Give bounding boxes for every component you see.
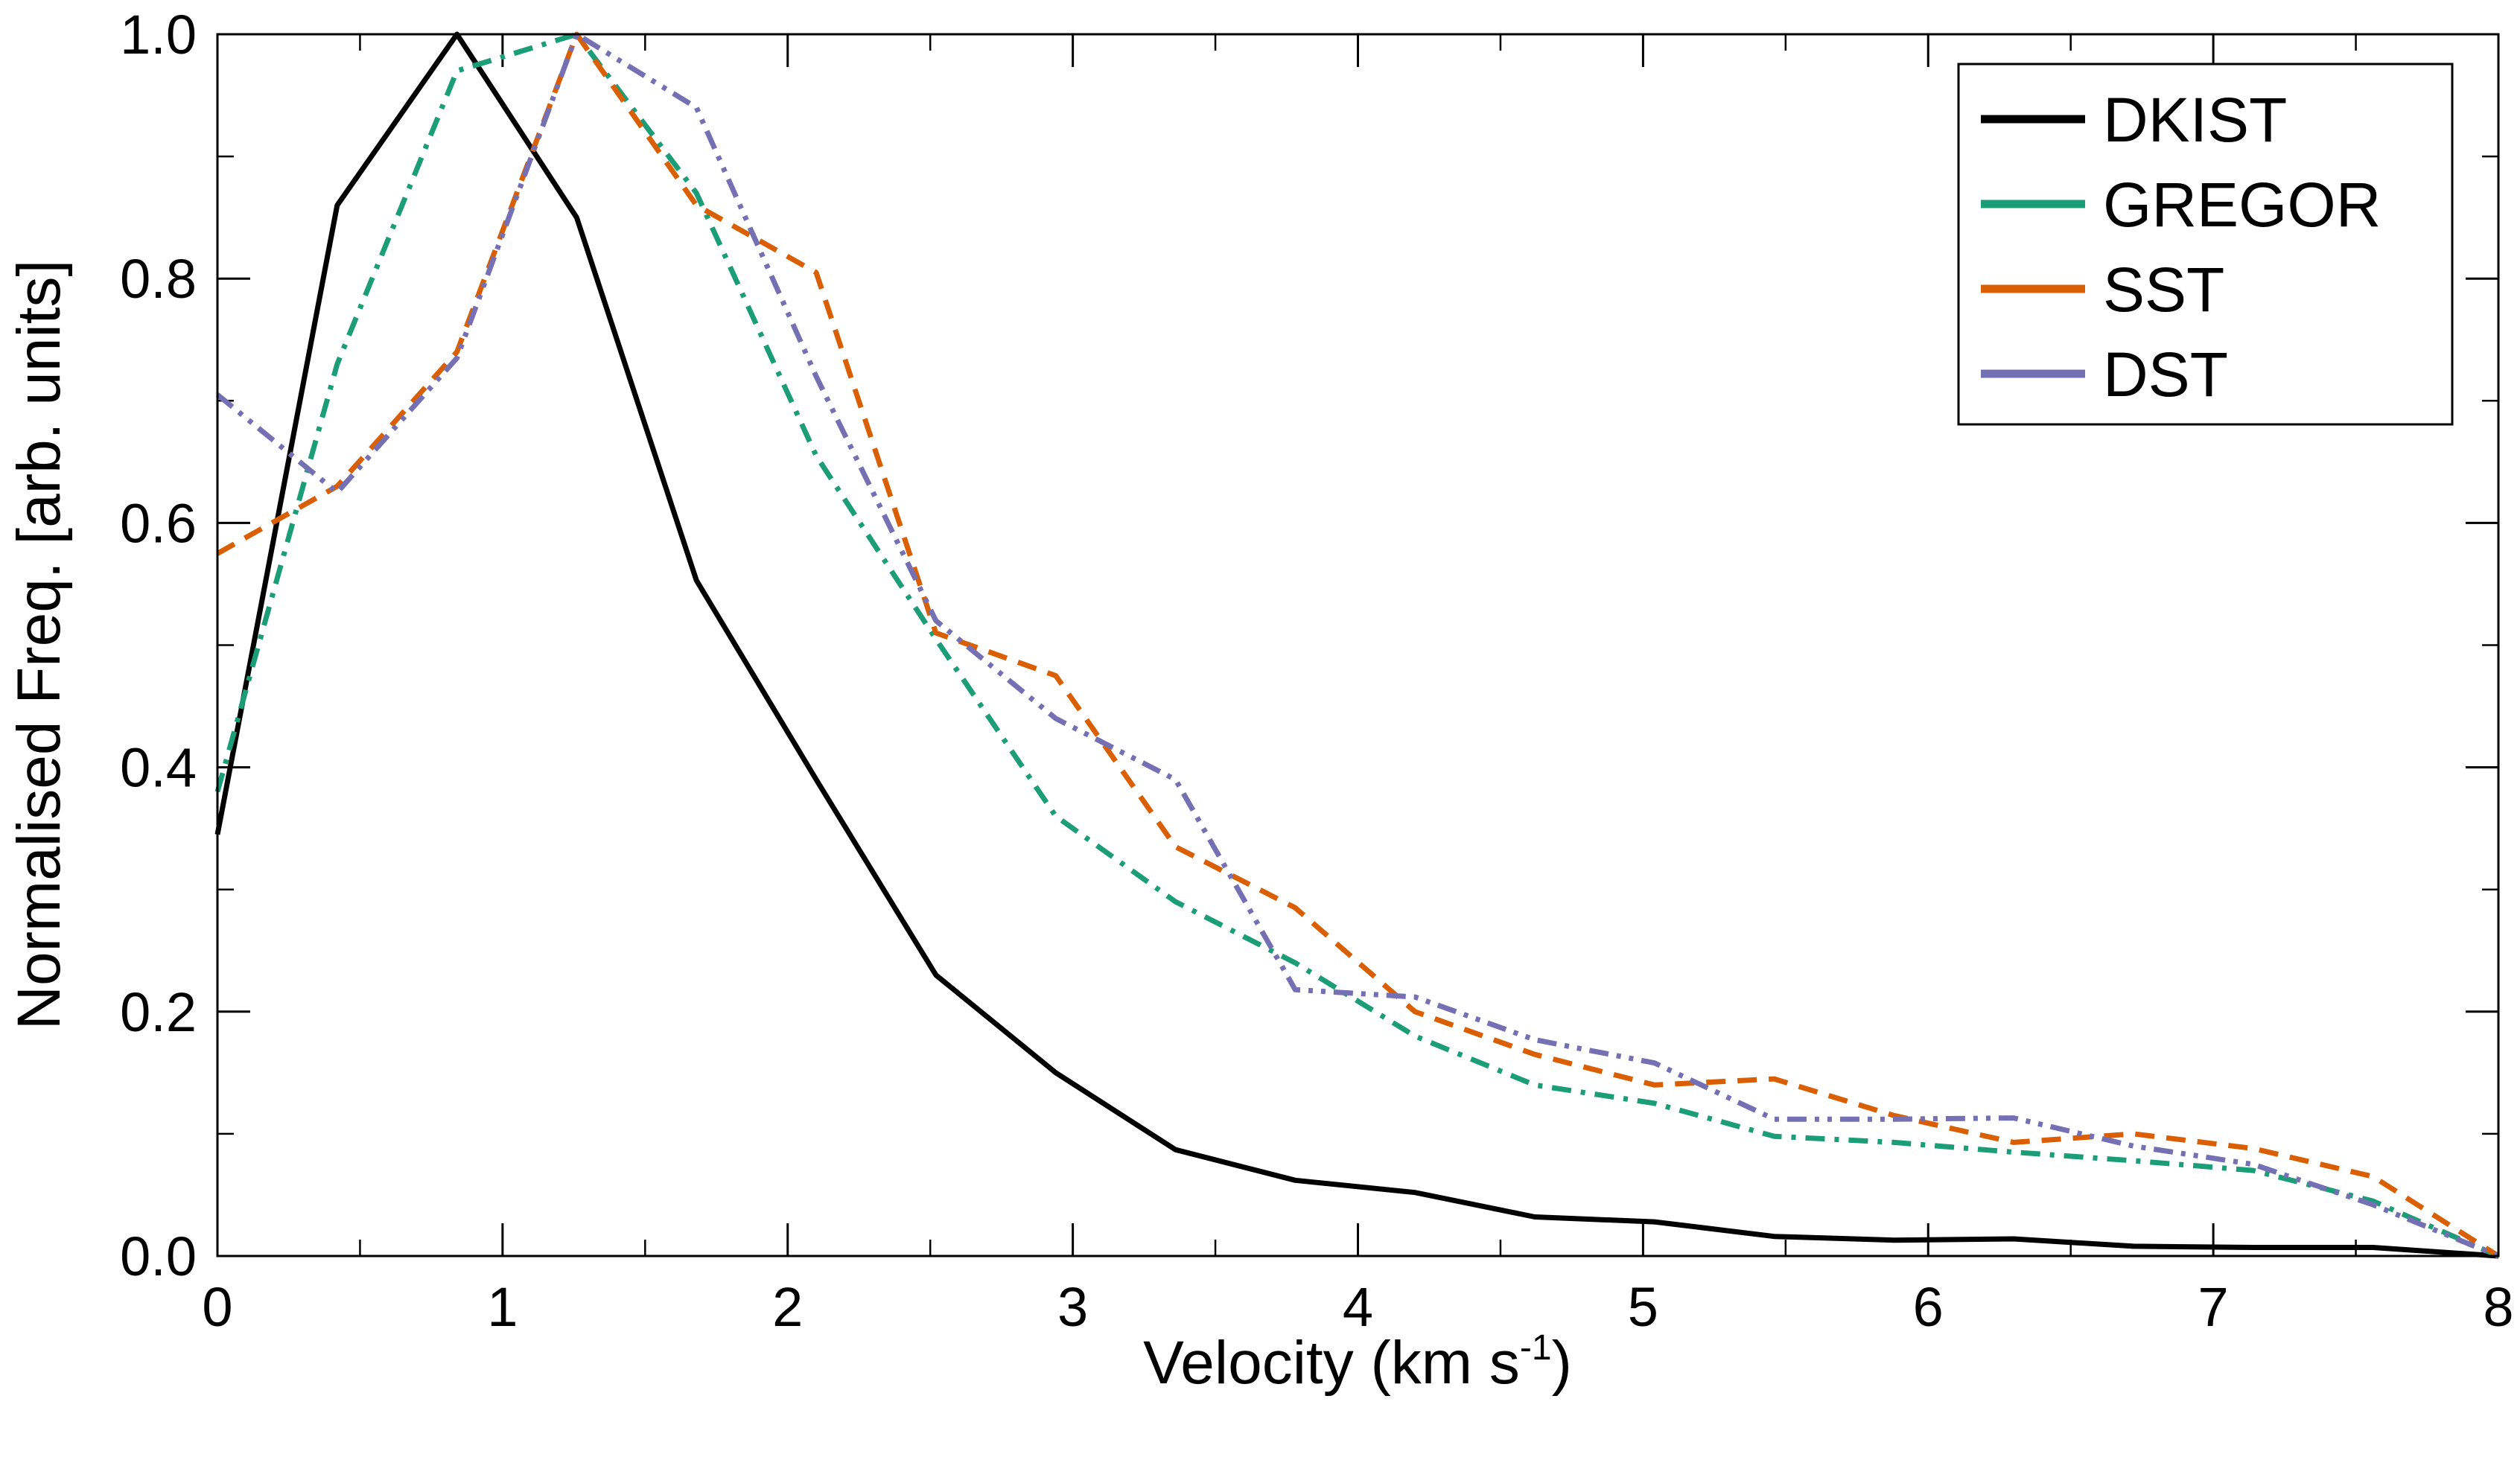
y-tick-label: 0.8 <box>120 248 197 310</box>
series-line-sst <box>216 31 2500 1258</box>
series-lines <box>214 31 2500 1259</box>
y-axis-title: Normalised Freq. [arb. units] <box>5 260 73 1030</box>
legend: DKIST GREGOR SST DST <box>1957 63 2454 426</box>
x-tick-label: 6 <box>1913 1276 1944 1338</box>
legend-label-sst: SST <box>2103 255 2224 325</box>
legend-label-dst: DST <box>2103 340 2228 409</box>
x-axis-title-suffix: ) <box>1552 1329 1572 1397</box>
x-axis-title: Velocity (km s-1) <box>1143 1328 1572 1397</box>
y-tick-label: 0.2 <box>120 981 197 1043</box>
x-tick-label: 5 <box>1628 1276 1658 1338</box>
y-tick-label: 1.0 <box>120 4 197 66</box>
x-tick-label: 3 <box>1057 1276 1088 1338</box>
x-tick-labels: 0 1 2 3 4 5 6 7 8 <box>202 1276 2513 1338</box>
legend-label-gregor: GREGOR <box>2103 170 2381 240</box>
x-tick-label: 7 <box>2198 1276 2229 1338</box>
y-tick-labels: 0.0 0.2 0.4 0.6 0.8 1.0 <box>120 4 197 1287</box>
series-line-dkist <box>214 31 2499 1259</box>
x-tick-label: 1 <box>487 1276 518 1338</box>
x-tick-label: 8 <box>2483 1276 2513 1338</box>
legend-box <box>1957 63 2454 426</box>
x-tick-label: 0 <box>202 1276 232 1338</box>
y-tick-label: 0.4 <box>120 737 197 799</box>
x-tick-label: 4 <box>1343 1276 1373 1338</box>
x-tick-label: 2 <box>772 1276 803 1338</box>
plot-area-frame <box>216 33 2500 1257</box>
y-tick-label: 0.0 <box>120 1225 197 1287</box>
y-tick-label: 0.6 <box>120 492 197 554</box>
legend-label-dkist: DKIST <box>2103 85 2287 155</box>
x-axis-title-superscript: -1 <box>1520 1328 1552 1368</box>
x-axis-title-main: Velocity (km s <box>1143 1329 1520 1397</box>
series-line-dst <box>215 31 2500 1259</box>
